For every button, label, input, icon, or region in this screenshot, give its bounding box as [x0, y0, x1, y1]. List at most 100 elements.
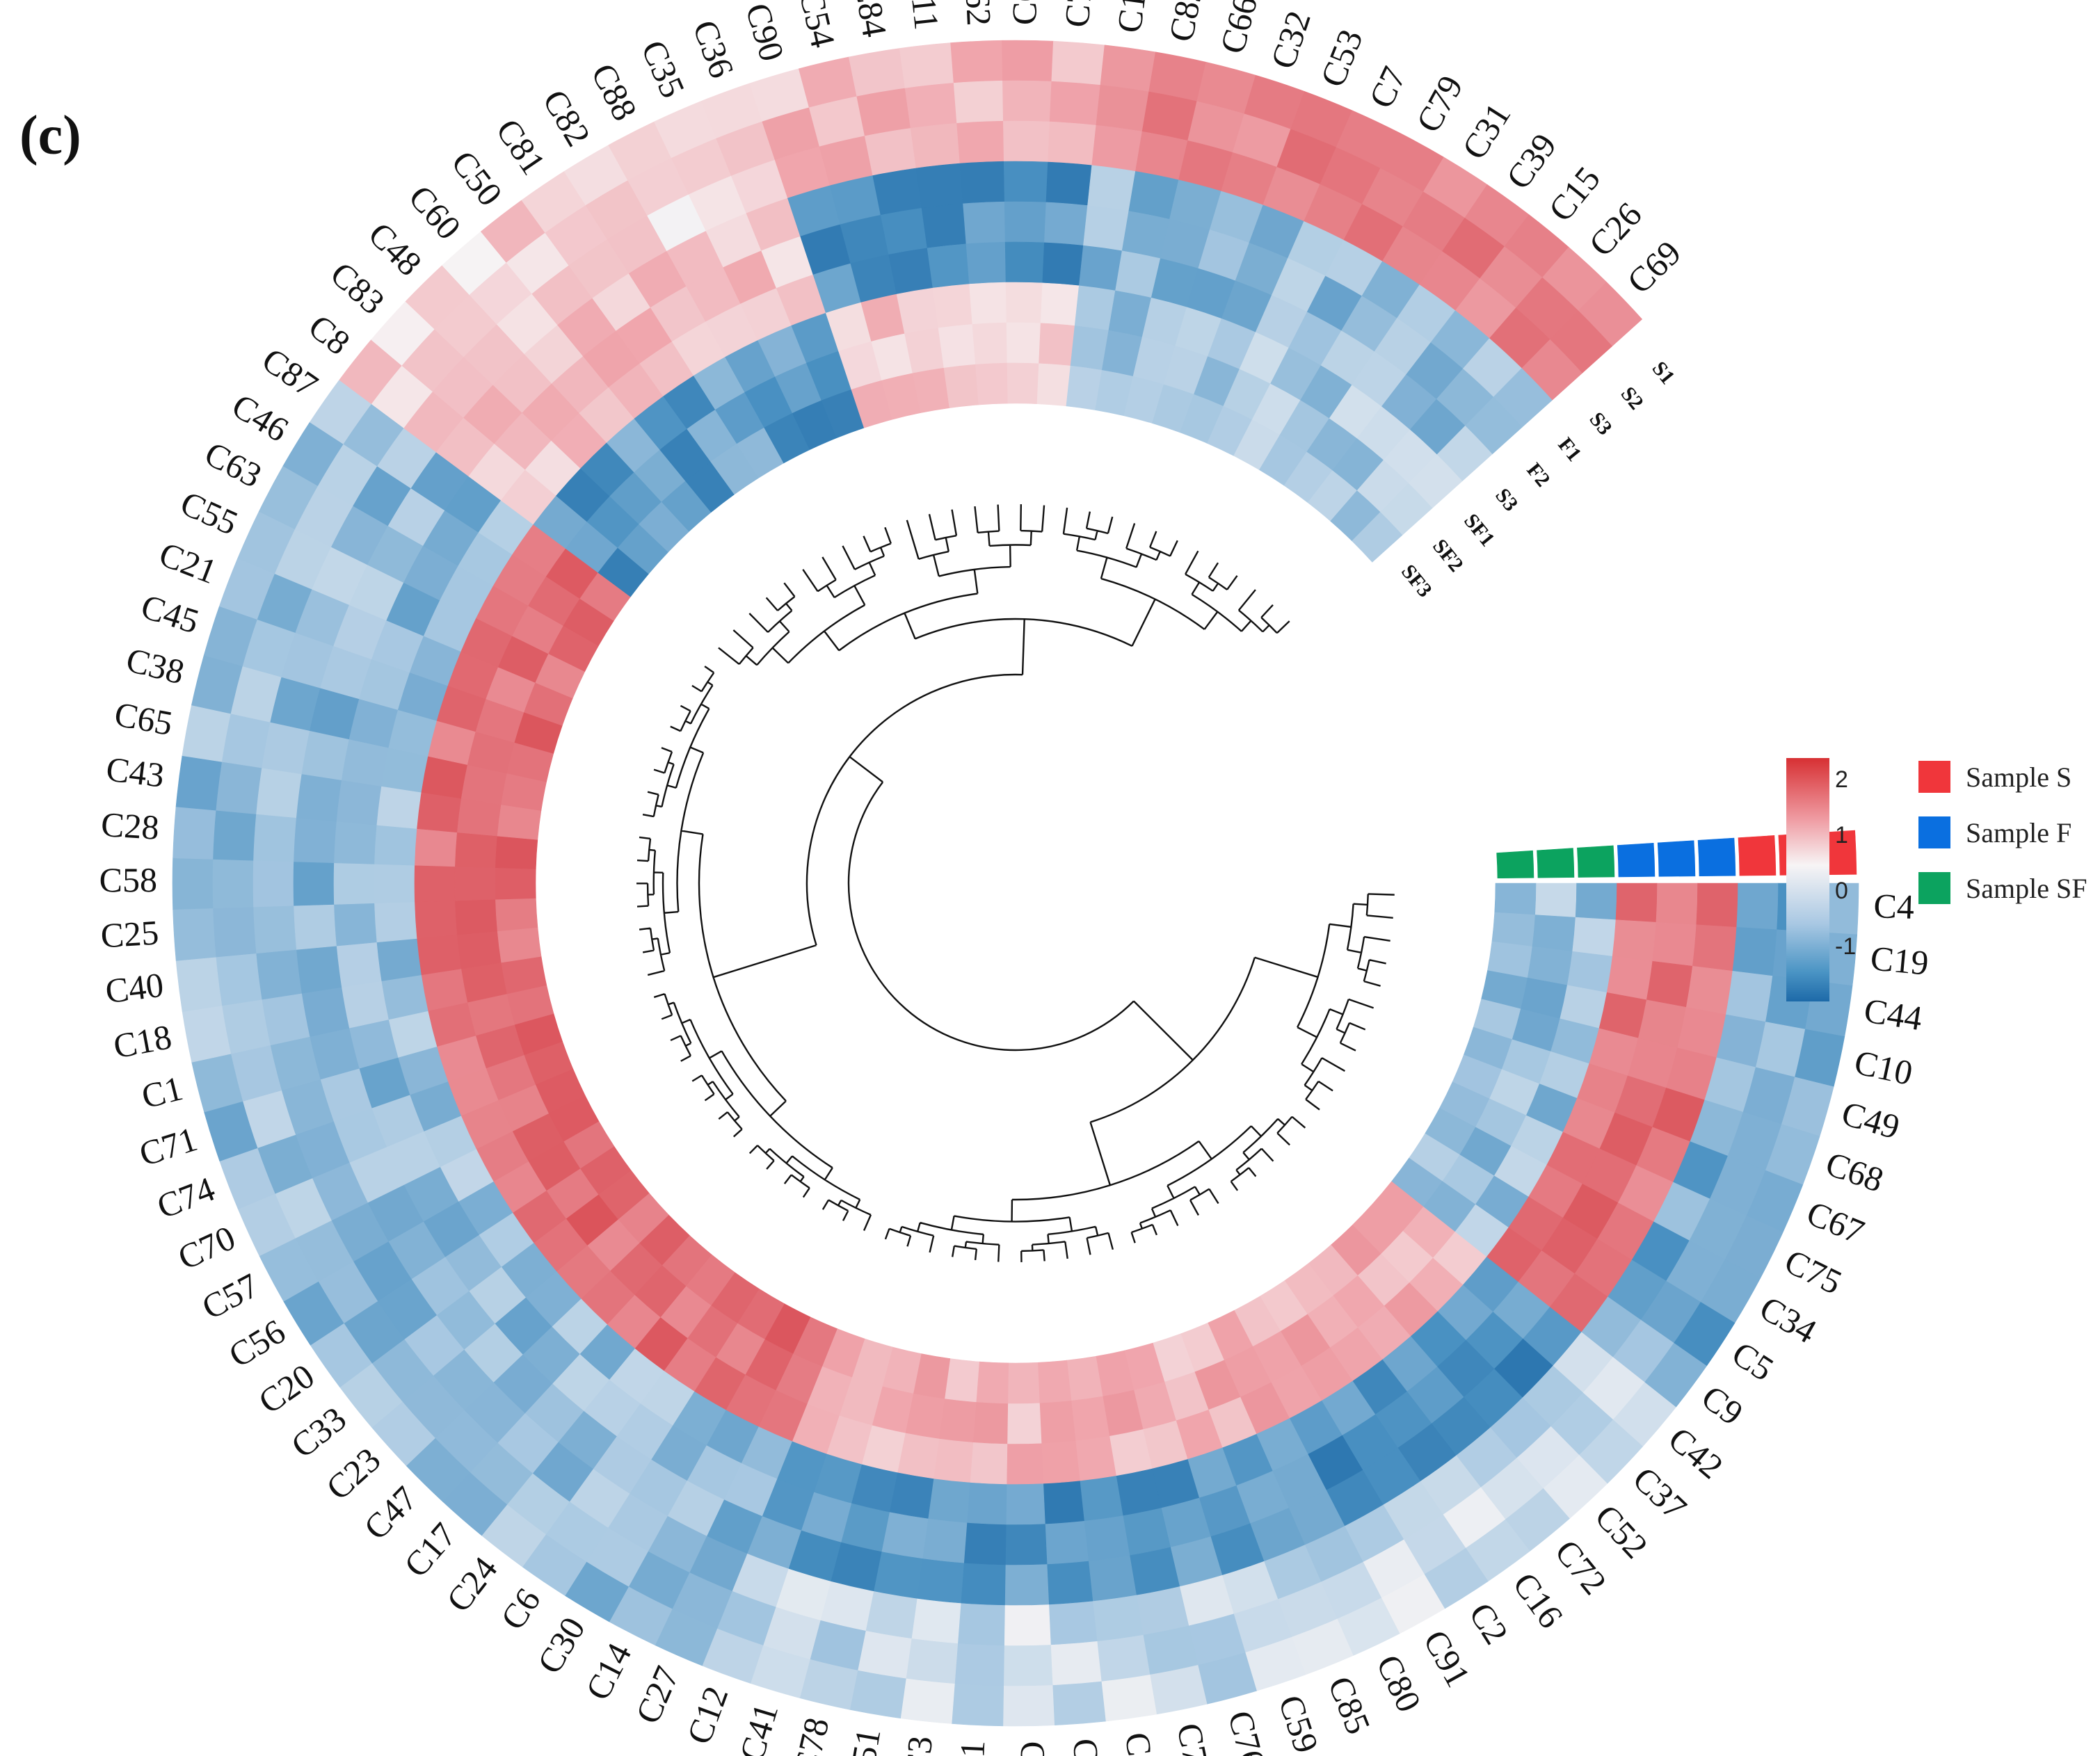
group-cell-SF-8 [1496, 850, 1534, 879]
heatmap-cell-C3-SF1 [933, 1438, 974, 1483]
heatmap-cell-C19-F2 [1651, 921, 1697, 967]
heatmap-cell-C11-S3 [927, 243, 970, 289]
heatmap-cell-C62-S3 [956, 120, 1004, 164]
compound-label-C82: C82 [536, 83, 599, 152]
heatmap-cell-C3-F1 [916, 1558, 964, 1604]
heatmap-cell-C62-SF1 [969, 282, 1007, 325]
compound-label-C72: C72 [1548, 1532, 1614, 1602]
heatmap-cell-C19-S3 [1612, 919, 1656, 962]
scale-tick-minus1: -1 [1835, 933, 1857, 960]
heatmap-cell-C62-S3 [965, 241, 1007, 284]
compound-label-C35: C35 [634, 35, 693, 104]
heatmap-cell-C3-S3 [911, 1597, 961, 1644]
compound-label-C19: C19 [1869, 938, 1930, 982]
heatmap-cell-C44-F2 [1646, 960, 1693, 1008]
heatmap-cell-C13-SF1 [1074, 285, 1116, 331]
compound-label-C45: C45 [136, 586, 203, 641]
legend: 2 1 0 -1 Sample S Sample F Sample SF [1786, 758, 2092, 1008]
legend-swatch-s [1918, 761, 1950, 793]
compound-label-C36: C36 [685, 15, 742, 83]
heatmap-cell-C25-S2 [213, 906, 257, 958]
heatmap-cell-C51-F1 [873, 1551, 923, 1599]
compound-label-C14: C14 [578, 1637, 639, 1707]
heatmap-cell-C28-S3 [253, 814, 297, 862]
heatmap-cell-C86-SF2 [1039, 1400, 1076, 1444]
heatmap-cell-C51-S3 [865, 1590, 917, 1639]
heatmap-cell-C64-SF2 [1006, 322, 1041, 364]
compound-label-C34: C34 [1754, 1288, 1823, 1351]
color-scale-bar [1786, 758, 1829, 1001]
compound-label-C51: C51 [840, 1725, 888, 1756]
group-cell-F-4 [1657, 840, 1696, 877]
compound-label-C3: C3 [897, 1734, 940, 1756]
compound-label-C55: C55 [175, 483, 243, 542]
heatmap-cell-C61-S2 [954, 1643, 1004, 1686]
heatmap-cell-C25-SF1 [415, 900, 458, 939]
heatmap-cell-C73-S2 [1049, 81, 1101, 126]
compound-label-C52: C52 [1587, 1497, 1656, 1565]
heatmap-cell-C40-F2 [336, 942, 383, 988]
heatmap-cell-C69-SF3 [1352, 512, 1403, 563]
heatmap-cell-C77-F1 [1129, 1547, 1180, 1595]
compound-label-C86: C86 [1066, 1737, 1109, 1756]
compound-label-C54: C54 [792, 0, 843, 51]
compound-label-C44: C44 [1861, 990, 1925, 1038]
compound-label-C9: C9 [1694, 1377, 1750, 1433]
heatmap-cell-C86-SF3 [1037, 1360, 1072, 1403]
heatmap-cell-C19-SF3 [1491, 912, 1535, 947]
heatmap-cell-C11-SF3 [943, 364, 979, 408]
heatmap-cell-C40-S1 [175, 956, 223, 1013]
compound-label-C60: C60 [401, 177, 469, 247]
compound-label-C16: C16 [1505, 1565, 1571, 1635]
legend-label-s: Sample S [1966, 761, 2072, 793]
compound-label-C38: C38 [122, 640, 188, 691]
heatmap-cell-C64-SF3 [1007, 362, 1039, 405]
compound-label-C33: C33 [284, 1399, 353, 1465]
heatmap-cell-C58-F2 [333, 862, 375, 905]
heatmap-cell-C11-S1 [899, 42, 954, 89]
heatmap-cell-C29-SF1 [1006, 1442, 1044, 1485]
heatmap-cell-C43-S2 [216, 762, 262, 814]
compound-label-C37: C37 [1626, 1459, 1694, 1527]
group-cell-SF-6 [1577, 845, 1615, 878]
compound-label-C87: C87 [255, 340, 325, 405]
heatmap-cell-C28-SF3 [495, 835, 538, 869]
heatmap-cell-C84-S2 [856, 88, 911, 137]
sample-label-F2-4: F2 [1522, 458, 1555, 491]
heatmap-cell-C11-SF1 [932, 284, 973, 329]
heatmap-cell-C58-S3 [253, 860, 294, 908]
heatmap-cell-C28-F2 [334, 821, 378, 864]
heatmap-cell-C40-SF3 [497, 927, 542, 963]
heatmap-cell-C73-S1 [1051, 40, 1105, 86]
heatmap-cell-C86-SF1 [1041, 1440, 1080, 1484]
compound-label-C90: C90 [738, 0, 792, 65]
compound-label-C29: C29 [1013, 1741, 1053, 1756]
heatmap-cell-C25-S1 [173, 908, 217, 961]
heatmap-cell-C43-S3 [256, 767, 303, 819]
heatmap-cell-C58-SF1 [414, 864, 456, 903]
heatmap-cell-C84-F2 [880, 207, 928, 255]
heatmap-cell-C40-SF2 [457, 931, 502, 969]
heatmap-cell-C19-SF2 [1532, 915, 1576, 952]
heatmap-cell-C73-SF2 [1039, 323, 1075, 366]
group-cell-S-2 [1738, 835, 1777, 876]
heatmap-cell-C73-S3 [1048, 121, 1097, 166]
heatmap-cell-C4-F2 [1655, 883, 1698, 926]
heatmap-cell-C64-F1 [1003, 161, 1048, 203]
heatmap-cell-C86-S2 [1050, 1641, 1102, 1686]
heatmap-cell-C62-F1 [959, 161, 1005, 204]
compound-label-C12: C12 [679, 1682, 735, 1750]
heatmap-cell-C43-S3 [376, 786, 422, 829]
heatmap-cell-C29-SF2 [1007, 1402, 1042, 1444]
heatmap-cell-C43-SF2 [457, 798, 502, 837]
heatmap-cell-C62-F2 [963, 201, 1006, 245]
heatmap-cell-C61-SF1 [970, 1442, 1008, 1485]
heatmap-cell-C13-S1 [1100, 45, 1156, 92]
sample-label-S3-2: S3 [1585, 408, 1617, 439]
compound-label-C17: C17 [396, 1515, 464, 1585]
compound-label-C21: C21 [154, 534, 223, 591]
heatmap-cell-C86-S1 [1052, 1681, 1106, 1726]
heatmap-cell-C11-S3 [910, 122, 961, 169]
heatmap-cell-C28-SF2 [455, 832, 498, 868]
